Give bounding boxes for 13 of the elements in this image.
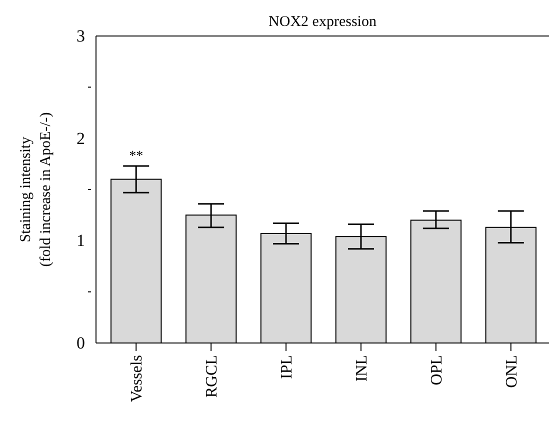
x-tick-label: RGCL — [204, 355, 221, 398]
y-tick-label: 0 — [76, 333, 85, 352]
x-tick-label: Vessels — [128, 355, 146, 402]
chart-title: NOX2 expression — [268, 14, 377, 30]
x-tick-label: IPL — [278, 355, 296, 379]
y-axis-title: Staining intensity (fold increase in ApoE-/-) — [18, 112, 54, 267]
x-tick-label: ONL — [503, 355, 520, 388]
x-tick-label: INL — [354, 355, 371, 382]
annotation: ** — [129, 148, 144, 164]
x-tick-label: OPL — [428, 355, 446, 386]
y-tick-label: 2 — [76, 128, 85, 148]
y-tick-label: 3 — [76, 26, 85, 46]
y-tick-label: 1 — [76, 231, 85, 250]
